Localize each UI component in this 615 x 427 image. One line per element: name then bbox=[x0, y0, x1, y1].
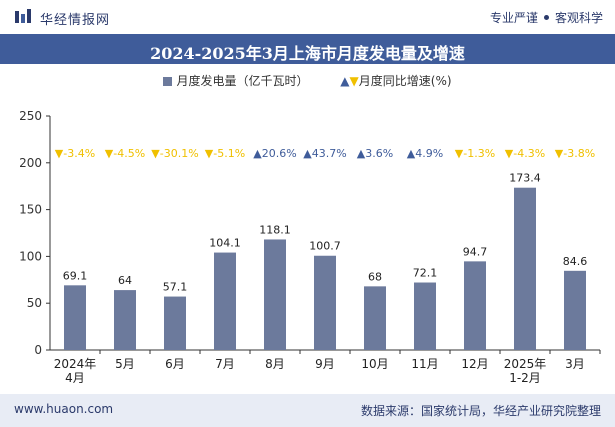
triangle-down-icon: ▼ bbox=[55, 147, 64, 160]
triangle-up-icon: ▲ bbox=[253, 147, 262, 160]
growth-value: -4.5% bbox=[113, 147, 145, 160]
growth-value: 43.7% bbox=[312, 147, 347, 160]
top-bar: 华经情报网 专业严谨 客观科学 bbox=[0, 0, 615, 34]
growth-label: ▼-4.3% bbox=[505, 147, 545, 160]
bar-value-label: 94.7 bbox=[463, 245, 488, 258]
triangle-down-icon: ▼ bbox=[555, 147, 564, 160]
x-tick-label: 5月 bbox=[115, 357, 135, 371]
growth-value: -4.3% bbox=[513, 147, 545, 160]
growth-label: ▲3.6% bbox=[357, 147, 393, 160]
bar bbox=[514, 187, 536, 350]
triangle-up-icon: ▲ bbox=[407, 147, 416, 160]
growth-label: ▼-3.4% bbox=[55, 147, 95, 160]
legend-item-growth: ▲▼月度同比增速(%) bbox=[340, 74, 451, 88]
triangle-down-icon: ▼ bbox=[205, 147, 214, 160]
bar bbox=[164, 296, 186, 350]
tagline-second: 客观科学 bbox=[554, 11, 603, 25]
y-tick-label: 100 bbox=[19, 249, 42, 263]
footer-website: www.huaon.com bbox=[14, 402, 114, 416]
y-tick-label: 150 bbox=[19, 203, 42, 217]
growth-value: -1.3% bbox=[463, 147, 495, 160]
growth-value: 4.9% bbox=[415, 147, 443, 160]
bar-value-label: 84.6 bbox=[563, 255, 588, 268]
bar-swatch-icon bbox=[163, 77, 173, 86]
bar-value-label: 64 bbox=[118, 274, 132, 287]
bar bbox=[564, 270, 586, 350]
x-tick-label: 8月 bbox=[265, 357, 285, 371]
growth-label: ▼-4.5% bbox=[105, 147, 145, 160]
triangle-up-icon: ▲ bbox=[340, 74, 350, 88]
triangle-down-icon: ▼ bbox=[505, 147, 514, 160]
y-tick-label: 50 bbox=[27, 296, 42, 310]
x-tick-label: 4月 bbox=[65, 371, 85, 385]
bar-value-label: 118.1 bbox=[259, 223, 291, 236]
legend-growth-label: 月度同比增速(%) bbox=[358, 74, 452, 88]
growth-value: -30.1% bbox=[160, 147, 199, 160]
brand-name: 华经情报网 bbox=[40, 13, 111, 28]
x-tick-label: 1-2月 bbox=[509, 371, 541, 385]
bar bbox=[264, 239, 286, 350]
chart-title: 2024-2025年3月上海市月度发电量及增速 bbox=[150, 44, 465, 63]
bar-value-label: 173.4 bbox=[509, 172, 541, 185]
x-tick-label: 2024年 bbox=[54, 357, 97, 371]
bar-value-label: 68 bbox=[368, 270, 382, 283]
bar bbox=[64, 285, 86, 350]
tagline: 专业严谨 客观科学 bbox=[490, 9, 603, 26]
growth-value: -5.1% bbox=[213, 147, 245, 160]
growth-value: 3.6% bbox=[365, 147, 393, 160]
huajing-logo-icon bbox=[15, 9, 31, 23]
growth-value: -3.4% bbox=[63, 147, 95, 160]
triangle-down-icon: ▼ bbox=[105, 147, 114, 160]
bar bbox=[214, 252, 236, 350]
y-tick-label: 250 bbox=[19, 109, 42, 123]
bar bbox=[414, 282, 436, 350]
triangle-down-icon: ▼ bbox=[455, 147, 464, 160]
bar-value-label: 100.7 bbox=[309, 240, 341, 253]
triangle-up-icon: ▲ bbox=[303, 147, 312, 160]
bar-value-label: 69.1 bbox=[63, 269, 88, 282]
footer-bar bbox=[0, 394, 615, 427]
triangle-down-icon: ▼ bbox=[349, 74, 359, 88]
growth-label: ▼-1.3% bbox=[455, 147, 495, 160]
triangle-up-icon: ▲ bbox=[357, 147, 366, 160]
bar bbox=[364, 286, 386, 350]
legend-bar-label: 月度发电量（亿千瓦时） bbox=[176, 74, 309, 88]
bar bbox=[314, 255, 336, 350]
x-tick-label: 2025年 bbox=[504, 357, 547, 371]
title-bar bbox=[0, 34, 615, 64]
bar bbox=[464, 261, 486, 350]
footer-source: 数据来源：国家统计局，华经产业研究院整理 bbox=[360, 404, 601, 418]
y-tick-label: 200 bbox=[19, 156, 42, 170]
growth-label: ▼-30.1% bbox=[151, 147, 198, 160]
x-tick-label: 6月 bbox=[165, 357, 185, 371]
growth-label: ▼-5.1% bbox=[205, 147, 245, 160]
x-tick-label: 10月 bbox=[361, 357, 388, 371]
growth-label: ▲4.9% bbox=[407, 147, 443, 160]
tagline-first: 专业严谨 bbox=[489, 11, 538, 25]
growth-label: ▲43.7% bbox=[303, 147, 346, 160]
growth-label: ▲20.6% bbox=[253, 147, 296, 160]
growth-value: -3.8% bbox=[563, 147, 595, 160]
growth-label: ▼-3.8% bbox=[555, 147, 595, 160]
x-tick-label: 12月 bbox=[461, 357, 488, 371]
y-tick-label: 0 bbox=[34, 343, 42, 357]
growth-value: 20.6% bbox=[262, 147, 297, 160]
triangle-down-icon: ▼ bbox=[151, 147, 160, 160]
chart-legend: 月度发电量（亿千瓦时） ▲▼月度同比增速(%) bbox=[0, 72, 615, 89]
bar-value-label: 104.1 bbox=[209, 237, 241, 250]
bar-value-label: 57.1 bbox=[163, 281, 188, 294]
separator-dot-icon bbox=[543, 15, 549, 20]
bar bbox=[114, 290, 136, 350]
legend-item-bars: 月度发电量（亿千瓦时） bbox=[163, 74, 308, 88]
x-tick-label: 11月 bbox=[411, 357, 438, 371]
bar-value-label: 72.1 bbox=[413, 267, 438, 280]
x-tick-label: 3月 bbox=[565, 357, 585, 371]
x-tick-label: 7月 bbox=[215, 357, 235, 371]
x-tick-label: 9月 bbox=[315, 357, 335, 371]
